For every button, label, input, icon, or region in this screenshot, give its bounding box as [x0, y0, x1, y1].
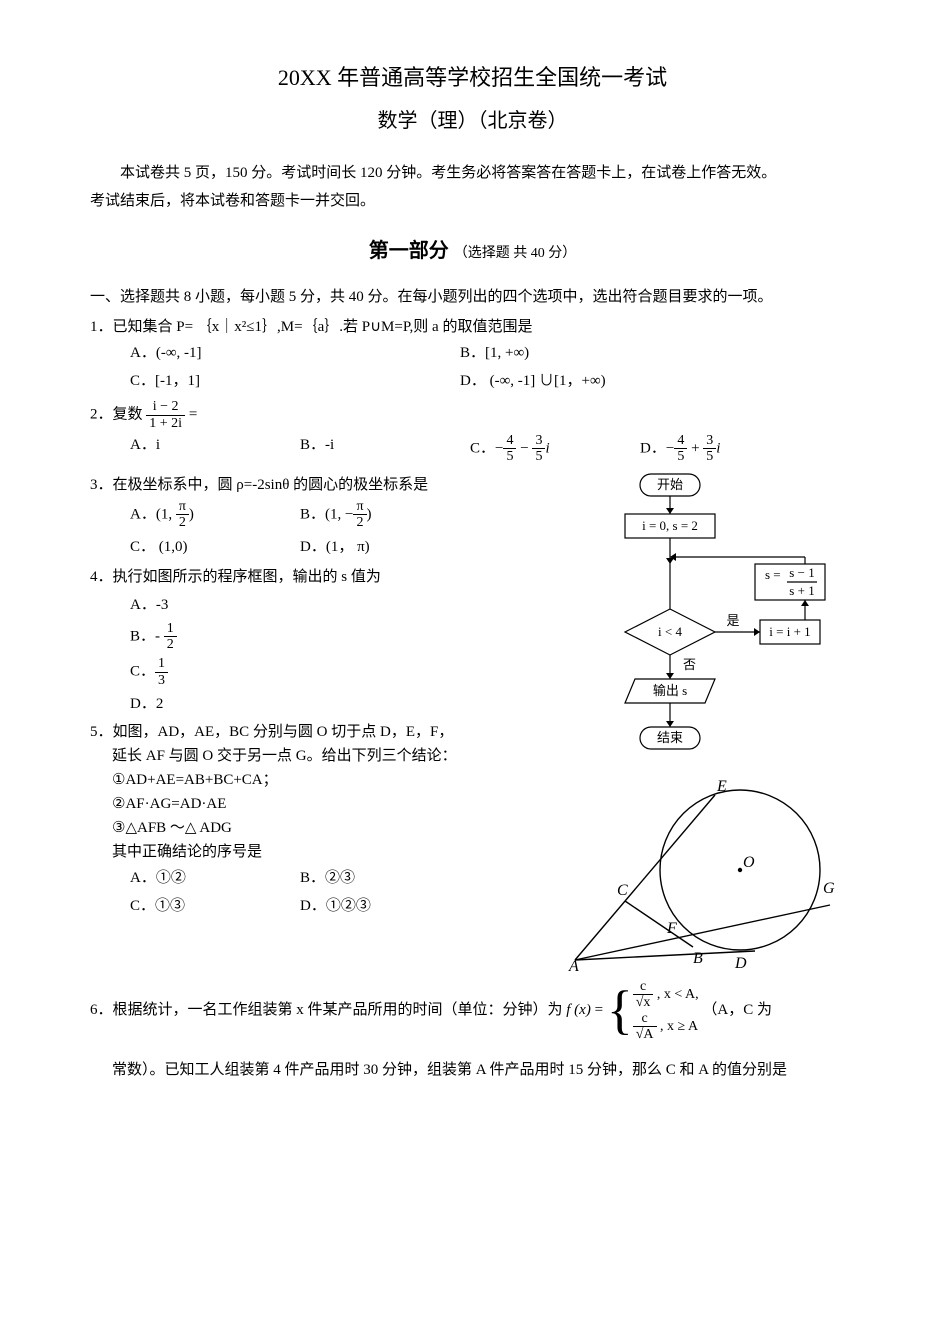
q4-opt-a: A．-3 — [130, 593, 557, 617]
q4-opt-c: C．13 — [130, 656, 557, 688]
q3-a-pre: A．(1, — [130, 506, 176, 522]
section-instructions: 一、选择题共 8 小题，每小题 5 分，共 40 分。在每小题列出的四个选项中，… — [90, 285, 855, 309]
exam-intro-2: 考试结束后，将本试卷和答题卡一并交回。 — [90, 189, 855, 213]
q2-frac-num: i − 2 — [146, 399, 185, 415]
q1-opt-b: B．[1, +∞) — [460, 341, 790, 365]
lbl-g: G — [823, 880, 835, 897]
fc-assign-lhs: s = — [765, 567, 781, 582]
q2-opt-d: D．−45 + 35i — [640, 433, 810, 465]
q6-fx: f (x) — [566, 1002, 591, 1018]
fc-init: i = 0, s = 2 — [642, 518, 698, 533]
exam-title-year: 20XX 年普通高等学校招生全国统一考试 — [90, 60, 855, 95]
q4-b-pre: B．- — [130, 628, 164, 644]
q5-opt-c: C．①③ — [130, 894, 300, 918]
question-1: 1．已知集合 P= ｛x｜x²≤1｝,M=｛a｝.若 P∪M=P,则 a 的取值… — [90, 315, 855, 395]
q2-stem-pre: 2．复数 — [90, 407, 146, 423]
q6-c1-den: √x — [633, 995, 654, 1010]
flowchart-figure: 开始 i = 0, s = 2 s = s − 1 s + 1 i — [565, 469, 835, 769]
q4-opt-b: B．- 12 — [130, 621, 557, 653]
fc-assign-den: s + 1 — [789, 583, 814, 598]
q5-l1: 5．如图，AD，AE，BC 分别与圆 O 切于点 D，E，F， — [90, 720, 557, 744]
fc-start: 开始 — [657, 477, 683, 492]
question-2: 2．复数 i − 2 1 + 2i = A．i B．-i C．−45 − 35i… — [90, 399, 855, 467]
q2-opt-a: A．i — [130, 433, 300, 465]
q6-c2-den: √A — [633, 1027, 657, 1042]
q2-opt-b: B．-i — [300, 433, 470, 465]
q1-stem: 1．已知集合 P= ｛x｜x²≤1｝,M=｛a｝.若 P∪M=P,则 a 的取值… — [90, 315, 855, 339]
q6-pre: 6．根据统计，一名工作组装第 x 件某产品所用的时间（单位：分钟）为 — [90, 1002, 566, 1018]
q6-c2-cond: , x ≥ A — [660, 1019, 698, 1034]
q3-q5-row: 3．在极坐标系中，圆 ρ=-2sinθ 的圆心的极坐标系是 A．(1, π2) … — [90, 469, 855, 975]
q2-opt-c: C．−45 − 35i — [470, 433, 640, 465]
q6-c1-num: c — [633, 979, 654, 995]
q4-stem: 4．执行如图所示的程序框图，输出的 s 值为 — [90, 565, 557, 589]
q6-eq: = — [595, 1002, 607, 1018]
question-5: 5．如图，AD，AE，BC 分别与圆 O 切于点 D，E，F， 延长 AF 与圆… — [90, 720, 557, 920]
question-4: 4．执行如图所示的程序框图，输出的 s 值为 A．-3 B．- 12 C．13 … — [90, 565, 557, 717]
q6-c2-num: c — [633, 1011, 657, 1027]
lbl-f: F — [666, 920, 677, 937]
fc-inc: i = i + 1 — [769, 624, 810, 639]
q6-line2: 常数）。已知工人组装第 4 件产品用时 30 分钟，组装第 A 件产品用时 15… — [112, 1058, 855, 1082]
q6-c1-cond: , x < A, — [657, 987, 699, 1002]
q5-opt-d: D．①②③ — [300, 894, 470, 918]
fc-yes: 是 — [726, 613, 739, 628]
q6-piecewise: { c√x , x < A, c√A , x ≥ A — [607, 979, 699, 1043]
fc-output: 输出 s — [653, 683, 687, 698]
exam-title-subject: 数学（理）（北京卷） — [90, 105, 855, 137]
q2-d-pre: D． — [640, 440, 666, 456]
fc-assign-num: s − 1 — [789, 565, 814, 580]
q1-opt-a: A．(-∞, -1] — [130, 341, 460, 365]
lbl-c: C — [617, 882, 628, 899]
q4-opt-d: D．2 — [130, 692, 557, 716]
q6-post: （A，C 为 — [702, 1002, 772, 1018]
q3-a-post: ) — [189, 506, 194, 522]
q5-l6: 其中正确结论的序号是 — [112, 840, 557, 864]
q5-l2: 延长 AF 与圆 O 交于另一点 G。给出下列三个结论： — [112, 744, 557, 768]
q3-opt-c: C． (1,0) — [130, 535, 300, 559]
fc-no: 否 — [683, 657, 696, 672]
q5-opt-b: B．②③ — [300, 866, 470, 890]
figures-column: 开始 i = 0, s = 2 s = s − 1 s + 1 i — [565, 469, 855, 975]
q3-b-post: ) — [367, 506, 372, 522]
q5-l3: ①AD+AE=AB+BC+CA； — [112, 768, 557, 792]
q5-opt-a: A．①② — [130, 866, 300, 890]
lbl-b: B — [693, 950, 703, 967]
q4-c-pre: C． — [130, 664, 155, 680]
exam-intro-1: 本试卷共 5 页，150 分。考试时间长 120 分钟。考生务必将答案答在答题卡… — [90, 161, 855, 185]
lbl-d: D — [734, 955, 747, 972]
q2-stem-post: = — [189, 407, 197, 423]
q3-b-pre: B．(1, − — [300, 506, 353, 522]
q2-fraction: i − 2 1 + 2i — [146, 399, 185, 431]
q3-opt-a: A．(1, π2) — [130, 499, 300, 531]
q3-opt-b: B．(1, −π2) — [300, 499, 470, 531]
section-header: 第一部分 （选择题 共 40 分） — [90, 235, 855, 267]
q6-line1: 6．根据统计，一名工作组装第 x 件某产品所用的时间（单位：分钟）为 f (x)… — [90, 979, 855, 1043]
q2-c-pre: C． — [470, 440, 495, 456]
lbl-e: E — [716, 778, 727, 795]
lbl-o: O — [743, 854, 755, 871]
question-3: 3．在极坐标系中，圆 ρ=-2sinθ 的圆心的极坐标系是 A．(1, π2) … — [90, 473, 557, 561]
circle-figure: O E D G C B F A — [565, 775, 855, 975]
fc-cond: i < 4 — [658, 624, 682, 639]
q3-stem: 3．在极坐标系中，圆 ρ=-2sinθ 的圆心的极坐标系是 — [90, 473, 557, 497]
q3-opt-d: D．(1， π) — [300, 535, 470, 559]
section-label: 第一部分 — [369, 240, 449, 262]
q5-l5: ③△AFB ～△ ADG — [112, 816, 557, 840]
q5-l4: ②AF·AG=AD·AE — [112, 792, 557, 816]
question-6: 6．根据统计，一名工作组装第 x 件某产品所用的时间（单位：分钟）为 f (x)… — [90, 979, 855, 1083]
q1-opt-d: D． (-∞, -1] ∪[1，+∞) — [460, 369, 790, 393]
fc-end: 结束 — [657, 730, 683, 745]
q1-opt-c: C．[-1，1] — [130, 369, 460, 393]
q2-stem: 2．复数 i − 2 1 + 2i = — [90, 399, 855, 431]
section-sub: （选择题 共 40 分） — [454, 246, 577, 261]
q2-frac-den: 1 + 2i — [146, 416, 185, 431]
